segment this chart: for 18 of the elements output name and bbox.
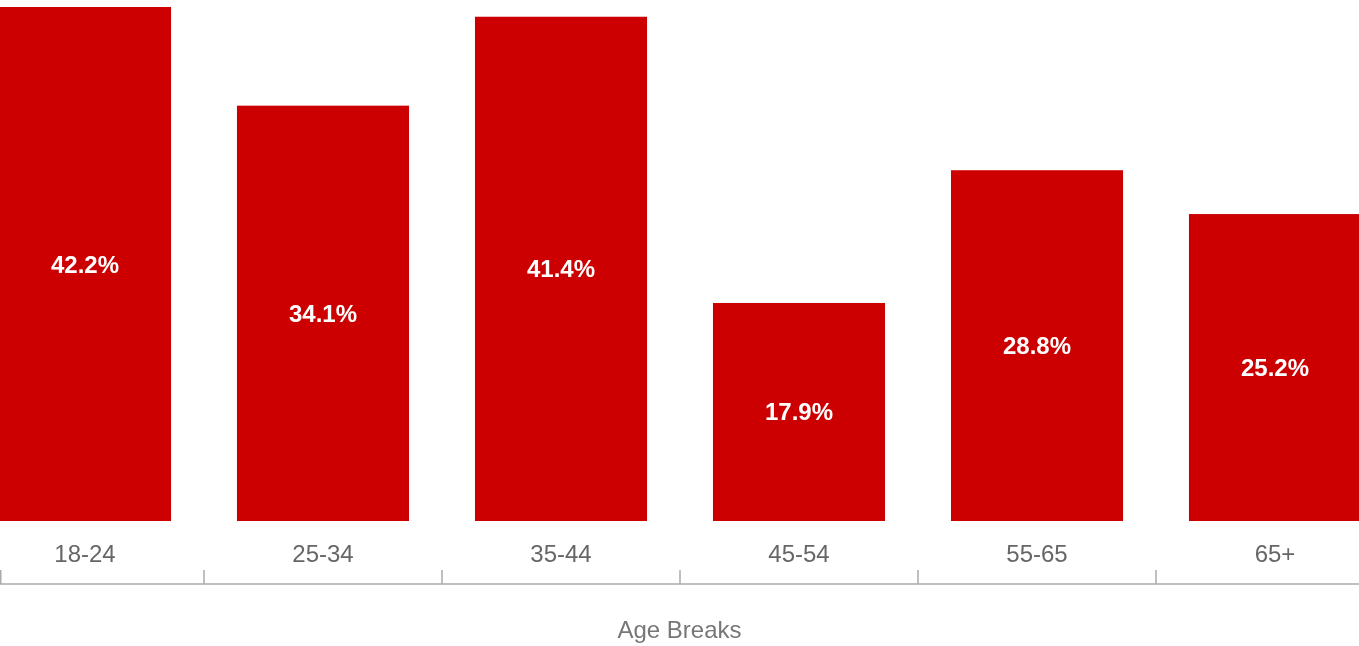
bar [0,7,172,521]
bar [474,16,648,521]
x-tick-label: 35-44 [530,539,592,567]
data-label: 41.4% [526,255,596,283]
data-label: 25.2% [1240,354,1310,382]
x-tick-label: 55-65 [1006,539,1068,567]
data-label: 42.2% [50,250,120,278]
bar [236,105,410,521]
x-tick-label: 18-24 [54,539,116,567]
x-tick-label: 45-54 [768,539,830,567]
bar [712,302,886,521]
data-label: 28.8% [1002,332,1072,360]
data-label: 17.9% [764,398,834,426]
x-axis-title: Age Breaks [617,615,742,643]
bar [950,170,1124,521]
x-tick-label: 25-34 [292,539,354,567]
x-tick-label: 65+ [1254,539,1296,567]
data-label: 34.1% [288,299,358,327]
